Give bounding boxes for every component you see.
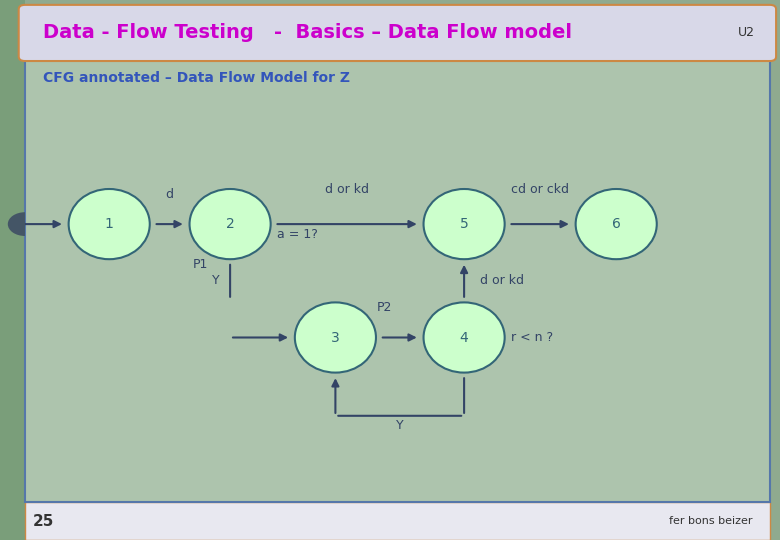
Ellipse shape [69,189,150,259]
Text: Y: Y [396,419,403,432]
Ellipse shape [190,189,271,259]
Text: Data - Flow Testing   -  Basics – Data Flow model: Data - Flow Testing - Basics – Data Flow… [43,23,572,43]
Text: P1: P1 [193,258,208,271]
Text: 5: 5 [459,217,469,231]
Text: P2: P2 [377,301,392,314]
Bar [25,502,770,540]
Text: 3: 3 [331,330,340,345]
Text: 6: 6 [612,217,621,231]
Ellipse shape [295,302,376,373]
Text: d or kd: d or kd [325,183,369,195]
Text: a = 1?: a = 1? [277,228,317,241]
Text: r < n ?: r < n ? [511,331,553,344]
Text: U2: U2 [738,26,755,39]
Ellipse shape [424,302,505,373]
Bar [25,57,770,502]
FancyBboxPatch shape [19,5,776,61]
Text: 25: 25 [33,514,54,529]
Ellipse shape [424,189,505,259]
Text: 1: 1 [105,217,114,231]
Text: d or kd: d or kd [480,274,523,287]
Text: 4: 4 [459,330,469,345]
Text: cd or ckd: cd or ckd [511,183,569,195]
Wedge shape [8,212,25,236]
Text: d: d [165,188,174,201]
Bar [0,0,25,540]
Ellipse shape [576,189,657,259]
Text: fer bons beizer: fer bons beizer [669,516,753,526]
Text: Y: Y [212,274,220,287]
Text: CFG annotated – Data Flow Model for Z: CFG annotated – Data Flow Model for Z [43,71,350,85]
Text: 2: 2 [225,217,235,231]
